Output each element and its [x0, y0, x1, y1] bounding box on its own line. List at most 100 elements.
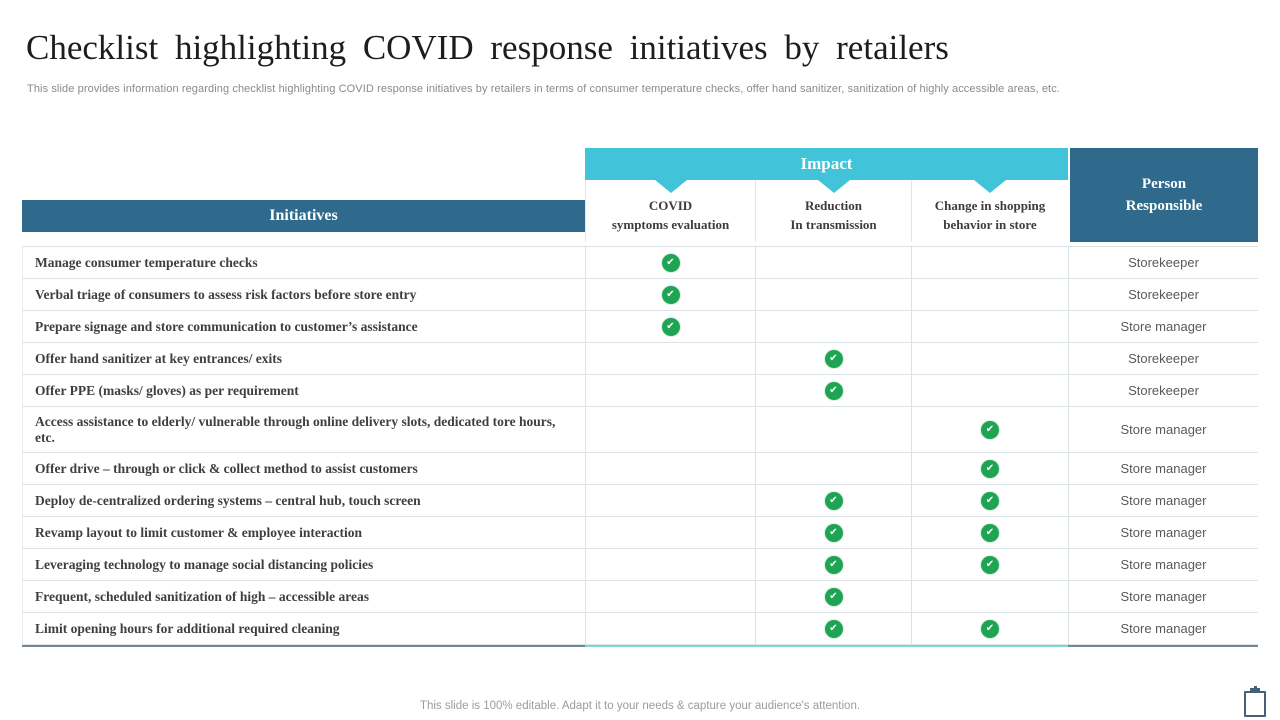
person-cell: Storekeeper	[1068, 375, 1258, 406]
table-row: Verbal triage of consumers to assess ris…	[22, 279, 1258, 311]
person-cell: Store manager	[1068, 311, 1258, 342]
bottom-accent-teal-segment	[585, 645, 1068, 647]
impact-cell: ✔	[911, 613, 1068, 644]
column-header-reduction-transmission: Reduction In transmission	[755, 180, 911, 242]
column-header-shopping-behavior: Change in shopping behavior in store	[911, 180, 1068, 242]
initiative-cell: Leveraging technology to manage social d…	[22, 549, 585, 580]
initiative-cell: Offer hand sanitizer at key entrances/ e…	[22, 343, 585, 374]
impact-header-group: Impact COVID symptoms evaluation Reducti…	[585, 148, 1068, 242]
impact-cell	[585, 375, 755, 406]
person-cell: Store manager	[1068, 517, 1258, 548]
footer-note: This slide is 100% editable. Adapt it to…	[419, 700, 861, 712]
person-responsible-header: Person Responsible	[1068, 148, 1258, 242]
impact-cell	[585, 485, 755, 516]
impact-cell	[911, 375, 1068, 406]
person-cell: Store manager	[1068, 549, 1258, 580]
column-header-line: symptoms evaluation	[611, 217, 730, 232]
check-circle-icon: ✔	[981, 491, 999, 510]
impact-cell: ✔	[755, 485, 911, 516]
impact-cell: ✔	[911, 407, 1068, 452]
table-row: Revamp layout to limit customer & employ…	[22, 517, 1258, 549]
slide-subtitle: This slide provides information regardin…	[27, 83, 1060, 95]
person-cell: Storekeeper	[1068, 343, 1258, 374]
impact-cell: ✔	[911, 485, 1068, 516]
person-cell: Storekeeper	[1068, 247, 1258, 278]
impact-cell	[585, 581, 755, 612]
impact-cell	[585, 343, 755, 374]
table-bottom-accent	[22, 645, 1258, 647]
initiative-cell: Revamp layout to limit customer & employ…	[22, 517, 585, 548]
person-cell: Store manager	[1068, 453, 1258, 484]
clipboard-icon	[1243, 686, 1267, 717]
check-circle-icon: ✔	[824, 381, 843, 400]
impact-subheaders: COVID symptoms evaluation Reduction In t…	[585, 180, 1068, 242]
clipboard-clip	[1250, 688, 1260, 692]
bottom-accent-dark-segment	[22, 645, 585, 647]
column-header-line: In transmission	[790, 217, 877, 232]
impact-cell: ✔	[755, 375, 911, 406]
impact-cell	[911, 247, 1068, 278]
impact-cell	[585, 517, 755, 548]
impact-cell: ✔	[911, 549, 1068, 580]
impact-cell	[755, 311, 911, 342]
initiative-cell: Offer PPE (masks/ gloves) as per require…	[22, 375, 585, 406]
impact-cell	[585, 613, 755, 644]
person-header-line: Person	[1141, 176, 1187, 192]
person-cell: Store manager	[1068, 581, 1258, 612]
person-cell: Store manager	[1068, 485, 1258, 516]
check-circle-icon: ✔	[661, 285, 680, 304]
impact-cell	[911, 343, 1068, 374]
initiative-cell: Deploy de-centralized ordering systems –…	[22, 485, 585, 516]
person-header-line: Responsible	[1125, 198, 1203, 214]
impact-cell: ✔	[755, 517, 911, 548]
impact-cell: ✔	[755, 581, 911, 612]
impact-cell: ✔	[755, 549, 911, 580]
impact-cell	[585, 549, 755, 580]
initiatives-table: Initiatives Impact COVID symptoms evalua…	[22, 148, 1258, 647]
check-circle-icon: ✔	[661, 253, 680, 272]
impact-cell	[755, 247, 911, 278]
check-circle-icon: ✔	[981, 523, 999, 542]
column-header-line: behavior in store	[943, 217, 1037, 232]
bottom-accent-dark-segment	[1068, 645, 1258, 647]
column-header-line: COVID	[648, 198, 693, 213]
impact-cell	[911, 581, 1068, 612]
column-header-line: Reduction	[804, 198, 863, 213]
check-circle-icon: ✔	[981, 459, 999, 478]
check-circle-icon: ✔	[981, 420, 999, 439]
table-row: Limit opening hours for additional requi…	[22, 613, 1258, 645]
page-title: Checklist highlighting COVID response in…	[26, 28, 949, 67]
check-circle-icon: ✔	[824, 619, 843, 638]
initiative-cell: Prepare signage and store communication …	[22, 311, 585, 342]
check-circle-icon: ✔	[661, 317, 680, 336]
check-circle-icon: ✔	[824, 523, 843, 542]
initiative-cell: Offer drive – through or click & collect…	[22, 453, 585, 484]
impact-cell	[755, 279, 911, 310]
clipboard-body	[1244, 691, 1266, 717]
initiatives-header: Initiatives	[22, 200, 585, 232]
impact-cell	[585, 407, 755, 452]
impact-cell	[911, 279, 1068, 310]
initiative-cell: Frequent, scheduled sanitization of high…	[22, 581, 585, 612]
initiative-cell: Access assistance to elderly/ vulnerable…	[22, 407, 585, 452]
impact-cell: ✔	[585, 247, 755, 278]
initiative-cell: Limit opening hours for additional requi…	[22, 613, 585, 644]
impact-cell	[585, 453, 755, 484]
impact-cell	[911, 311, 1068, 342]
table-body: Manage consumer temperature checks ✔ Sto…	[22, 246, 1258, 645]
table-row: Leveraging technology to manage social d…	[22, 549, 1258, 581]
check-circle-icon: ✔	[981, 619, 999, 638]
person-cell: Store manager	[1068, 407, 1258, 452]
check-circle-icon: ✔	[981, 555, 999, 574]
person-cell: Storekeeper	[1068, 279, 1258, 310]
check-circle-icon: ✔	[824, 587, 843, 606]
table-row: Frequent, scheduled sanitization of high…	[22, 581, 1258, 613]
table-row: Offer hand sanitizer at key entrances/ e…	[22, 343, 1258, 375]
column-header-covid-symptoms: COVID symptoms evaluation	[585, 180, 755, 242]
check-circle-icon: ✔	[824, 349, 843, 368]
impact-cell	[755, 453, 911, 484]
impact-cell: ✔	[755, 613, 911, 644]
check-circle-icon: ✔	[824, 555, 843, 574]
table-row: Manage consumer temperature checks ✔ Sto…	[22, 247, 1258, 279]
impact-header: Impact	[585, 148, 1068, 180]
